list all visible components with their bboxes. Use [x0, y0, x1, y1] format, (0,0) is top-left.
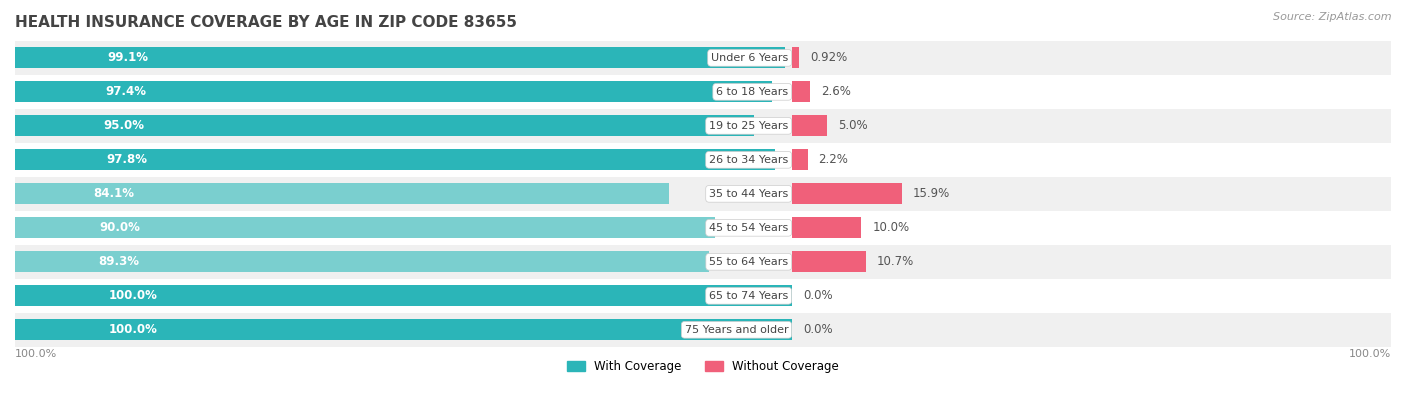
- Bar: [793, 81, 810, 103]
- Text: 2.2%: 2.2%: [818, 154, 848, 166]
- Text: 5.0%: 5.0%: [838, 120, 868, 132]
- Text: 19 to 25 Years: 19 to 25 Years: [709, 121, 789, 131]
- Text: 89.3%: 89.3%: [98, 255, 139, 269]
- Bar: [15, 143, 1391, 177]
- Bar: [793, 149, 807, 171]
- Bar: [793, 251, 866, 272]
- Text: 0.92%: 0.92%: [810, 51, 846, 64]
- Legend: With Coverage, Without Coverage: With Coverage, Without Coverage: [562, 355, 844, 378]
- Text: 97.8%: 97.8%: [107, 154, 148, 166]
- Bar: [15, 313, 1391, 347]
- Bar: [15, 279, 1391, 313]
- Text: HEALTH INSURANCE COVERAGE BY AGE IN ZIP CODE 83655: HEALTH INSURANCE COVERAGE BY AGE IN ZIP …: [15, 15, 517, 30]
- Text: 35 to 44 Years: 35 to 44 Years: [709, 189, 789, 199]
- Bar: [15, 109, 1391, 143]
- Text: 65 to 74 Years: 65 to 74 Years: [709, 291, 789, 301]
- Bar: [15, 81, 772, 103]
- Text: 100.0%: 100.0%: [15, 349, 58, 359]
- Text: 97.4%: 97.4%: [105, 85, 146, 98]
- Bar: [15, 177, 1391, 211]
- Text: 6 to 18 Years: 6 to 18 Years: [716, 87, 789, 97]
- Text: 99.1%: 99.1%: [107, 51, 149, 64]
- Bar: [15, 217, 714, 238]
- Text: 75 Years and older: 75 Years and older: [685, 325, 789, 335]
- Bar: [15, 149, 775, 171]
- Bar: [15, 285, 793, 306]
- Bar: [793, 217, 862, 238]
- Text: Source: ZipAtlas.com: Source: ZipAtlas.com: [1274, 12, 1392, 22]
- Text: 90.0%: 90.0%: [98, 221, 139, 234]
- Text: 84.1%: 84.1%: [93, 187, 135, 200]
- Bar: [15, 47, 786, 68]
- Text: 15.9%: 15.9%: [912, 187, 950, 200]
- Bar: [15, 245, 1391, 279]
- Text: 10.0%: 10.0%: [872, 221, 910, 234]
- Bar: [15, 115, 754, 137]
- Bar: [15, 41, 1391, 75]
- Bar: [793, 115, 827, 137]
- Bar: [15, 183, 669, 204]
- Bar: [793, 47, 799, 68]
- Bar: [15, 319, 793, 340]
- Bar: [15, 211, 1391, 245]
- Text: 100.0%: 100.0%: [108, 289, 157, 302]
- Text: 26 to 34 Years: 26 to 34 Years: [709, 155, 789, 165]
- Text: 55 to 64 Years: 55 to 64 Years: [709, 257, 789, 267]
- Text: 0.0%: 0.0%: [803, 289, 834, 302]
- Text: 45 to 54 Years: 45 to 54 Years: [709, 223, 789, 233]
- Text: 100.0%: 100.0%: [108, 323, 157, 336]
- Text: 0.0%: 0.0%: [803, 323, 834, 336]
- Text: 10.7%: 10.7%: [877, 255, 914, 269]
- Text: 2.6%: 2.6%: [821, 85, 851, 98]
- Bar: [15, 251, 709, 272]
- Bar: [793, 183, 901, 204]
- Text: Under 6 Years: Under 6 Years: [711, 53, 789, 63]
- Bar: [15, 75, 1391, 109]
- Text: 95.0%: 95.0%: [104, 120, 145, 132]
- Text: 100.0%: 100.0%: [1348, 349, 1391, 359]
